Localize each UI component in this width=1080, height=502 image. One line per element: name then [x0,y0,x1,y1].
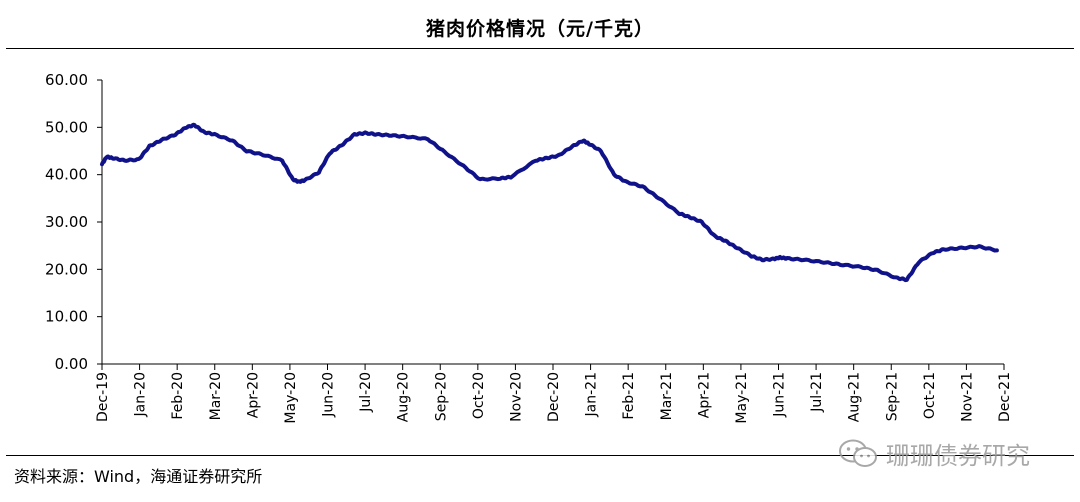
x-tick-label: Oct-20 [471,372,487,419]
y-tick-label: 20.00 [45,260,88,278]
y-axis: 60.00 50.00 40.00 30.00 20.00 10.00 0.00 [45,71,103,373]
x-tick-label: Oct-21 [922,372,938,419]
x-tick-label: May-21 [734,372,750,424]
x-tick-label: Mar-20 [208,372,224,420]
x-tick-label: Jan-21 [584,372,600,417]
x-tick-label: Jan-20 [133,372,149,417]
y-tick-label: 0.00 [55,355,88,373]
source-note: 资料来源：Wind，海通证券研究所 [14,467,263,486]
series-layer [100,122,999,283]
x-tick-label: Jul-21 [809,372,825,413]
x-tick-label: Nov-21 [959,372,975,422]
x-tick-label: Dec-21 [997,372,1013,422]
series-line-0 [100,122,999,283]
x-tick-label: Jul-20 [358,372,374,413]
chart-title: 猪肉价格情况（元/千克） [426,18,654,40]
x-axis: Dec-19 Jan-20 Feb-20 Mar-20 Apr-20 May-20 Jun-… [95,363,1013,424]
watermark: 珊珊债券研究 [838,436,1030,471]
x-tick-label: Feb-20 [170,372,186,420]
footer-divider [6,455,1074,456]
wechat-icon [839,439,877,467]
x-tick-label: Sep-21 [884,372,900,421]
x-tick-label: Dec-20 [546,372,562,422]
x-tick-label: Aug-21 [847,372,863,422]
x-tick-label: Nov-20 [508,372,524,422]
y-tick-label: 50.00 [45,118,88,136]
pork-price-line-chart: 60.00 50.00 40.00 30.00 20.00 10.00 0.00 Dec-1… [45,71,1013,424]
watermark-text: 珊珊债券研究 [886,442,1030,470]
x-tick-label: Aug-20 [396,372,412,422]
x-tick-label: Mar-21 [659,372,675,420]
x-tick-label: Feb-21 [621,372,637,420]
x-tick-label: May-20 [283,372,299,424]
y-tick-label: 60.00 [45,71,88,89]
x-tick-label: Apr-20 [245,372,261,418]
x-tick-label: Jun-20 [321,372,337,418]
x-tick-label: Jun-21 [772,372,788,418]
y-tick-label: 40.00 [45,166,88,184]
y-tick-label: 10.00 [45,308,88,326]
x-tick-label: Apr-21 [696,372,712,418]
x-tick-label: Dec-19 [95,372,111,422]
x-tick-label: Sep-20 [433,372,449,421]
y-tick-label: 30.00 [45,213,88,231]
title-divider [6,48,1074,49]
